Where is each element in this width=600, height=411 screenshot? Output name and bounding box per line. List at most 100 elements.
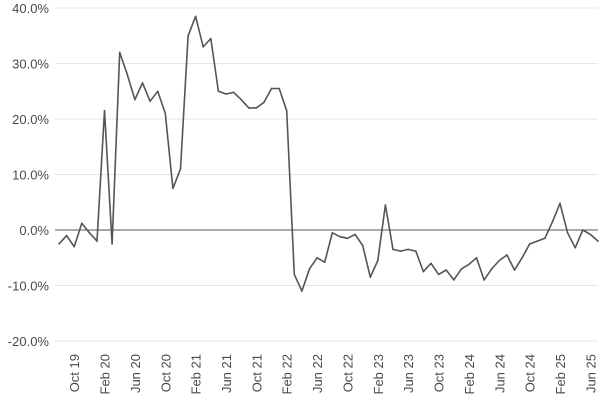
x-tick-label: Jun 20	[128, 354, 143, 393]
data-point	[452, 279, 455, 281]
data-point	[399, 250, 402, 252]
y-tick-label: -10.0%	[8, 279, 50, 294]
y-tick-label: -20.0%	[8, 334, 50, 349]
data-point	[88, 231, 91, 234]
x-tick-label: Feb 20	[98, 354, 113, 394]
data-point	[164, 112, 167, 115]
data-point	[346, 237, 349, 240]
x-tick-label: Oct 23	[432, 354, 447, 392]
x-tick-label: Oct 24	[523, 354, 538, 392]
data-point	[58, 243, 60, 245]
data-point	[278, 87, 280, 90]
data-point	[536, 240, 539, 242]
data-point	[73, 245, 75, 248]
data-point	[210, 37, 212, 40]
x-tick-label: Jun 24	[492, 354, 507, 393]
data-point	[361, 244, 364, 247]
data-point	[582, 229, 584, 231]
x-tick-label: Feb 21	[189, 354, 204, 394]
x-tick-label: Jun 25	[583, 354, 598, 393]
data-point	[270, 87, 273, 90]
data-point	[521, 256, 523, 259]
x-tick-label: Feb 24	[462, 354, 477, 394]
data-point	[430, 262, 432, 265]
data-point	[301, 290, 303, 292]
x-tick-label: Oct 22	[340, 354, 355, 392]
data-point	[483, 279, 485, 281]
series-line	[58, 15, 599, 292]
data-point	[566, 231, 569, 234]
data-point	[460, 268, 463, 270]
data-point	[589, 233, 592, 236]
x-tick-label: Oct 20	[158, 354, 173, 392]
data-point	[323, 261, 326, 263]
data-point	[559, 202, 561, 205]
x-tick-label: Feb 25	[553, 354, 568, 394]
data-point	[293, 273, 296, 276]
data-point	[111, 243, 113, 245]
data-point	[445, 269, 447, 271]
data-point	[308, 268, 311, 270]
data-point	[80, 222, 83, 225]
y-axis-tick-labels: 40.0% 30.0% 20.0% 10.0% 0.0% -10.0% -20.0%	[8, 1, 50, 349]
grid-lines	[55, 7, 598, 342]
data-point	[506, 254, 508, 256]
y-tick-label: 30.0%	[12, 57, 49, 72]
data-point	[285, 109, 288, 112]
data-point	[217, 90, 220, 93]
data-point	[422, 270, 425, 273]
x-tick-label: Feb 22	[280, 354, 295, 394]
data-point	[377, 259, 379, 262]
data-point	[225, 93, 227, 95]
data-point	[156, 90, 159, 93]
data-point	[103, 109, 106, 112]
x-tick-label: Jun 22	[310, 354, 325, 393]
data-point	[574, 246, 577, 249]
data-point	[597, 240, 599, 242]
data-point	[255, 107, 258, 109]
data-point	[240, 98, 242, 101]
y-tick-label: 0.0%	[19, 223, 49, 238]
data-point	[141, 82, 144, 84]
data-point	[384, 204, 387, 206]
data-point	[179, 168, 182, 170]
x-tick-label: Feb 23	[371, 354, 386, 394]
data-point	[247, 107, 250, 109]
data-point	[369, 276, 372, 278]
y-tick-label: 40.0%	[12, 1, 49, 16]
data-point	[118, 51, 121, 54]
data-point	[96, 240, 98, 242]
data-point	[551, 220, 554, 223]
data-point	[316, 256, 318, 259]
data-point	[339, 235, 341, 238]
data-point	[194, 15, 197, 18]
data-point	[490, 268, 493, 270]
x-tick-label: Jun 23	[401, 354, 416, 393]
data-point	[354, 233, 356, 236]
data-point	[232, 91, 235, 94]
data-point	[498, 259, 501, 262]
data-point	[513, 269, 516, 271]
data-point	[149, 100, 151, 103]
data-point	[263, 101, 265, 104]
data-point	[392, 248, 394, 251]
data-point	[468, 263, 470, 266]
x-axis-tick-labels: Oct 19 Feb 20 Jun 20 Oct 20 Feb 21 Jun 21 Oct …	[67, 354, 598, 394]
series-layer	[58, 15, 599, 292]
x-tick-label: Jun 21	[219, 354, 234, 393]
data-point	[126, 73, 129, 76]
y-tick-label: 20.0%	[12, 112, 49, 127]
y-tick-label: 10.0%	[12, 168, 49, 183]
data-point	[544, 237, 546, 240]
data-point	[65, 234, 68, 237]
data-point	[202, 46, 205, 48]
data-point	[134, 98, 136, 101]
data-point	[475, 256, 478, 259]
x-tick-label: Oct 19	[67, 354, 82, 392]
data-point	[187, 34, 189, 37]
data-point	[172, 187, 174, 190]
x-tick-label: Oct 21	[249, 354, 264, 392]
data-point	[407, 248, 410, 251]
data-point	[415, 250, 417, 252]
